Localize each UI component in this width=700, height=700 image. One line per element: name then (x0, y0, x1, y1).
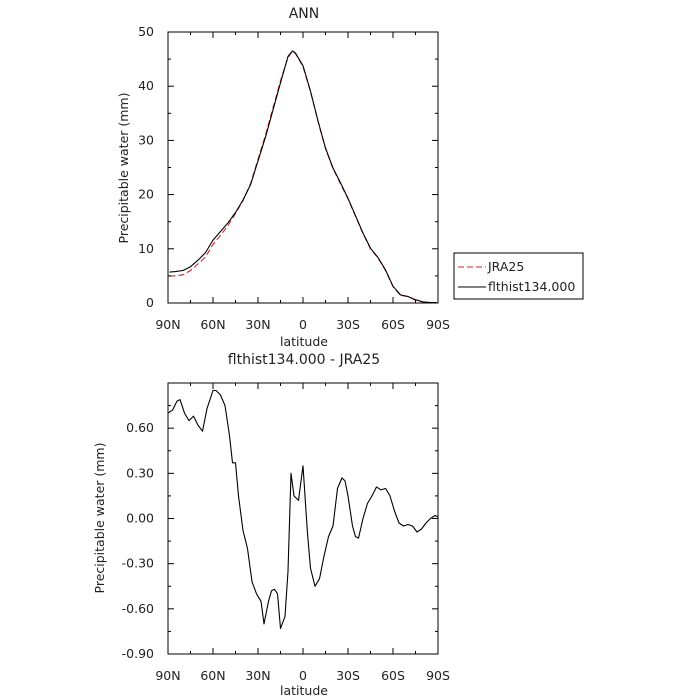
top-chart-plot-frame (167, 31, 439, 304)
bottom-chart-x-axis-title: latitude (280, 683, 328, 698)
bottom-chart-series-layer (167, 389, 439, 629)
top-chart-y-tick-label: 10 (138, 241, 154, 256)
top-chart-series-line-0 (169, 50, 437, 304)
top-chart-x-tick-label: 90S (426, 317, 450, 332)
top-chart-x-tick-label: 60N (200, 317, 225, 332)
legend-box (453, 252, 584, 300)
bottom-chart-y-tick-label: -0.90 (122, 646, 154, 661)
top-chart-y-tick-label: 30 (138, 132, 154, 147)
legend-label-flthist: flthist134.000 (488, 279, 575, 294)
bottom-chart-title: flthist134.000 - JRA25 (228, 352, 380, 368)
top-chart-y-tick-label: 0 (146, 295, 154, 310)
top-chart-x-tick-label: 60S (381, 317, 405, 332)
top-chart-legend: JRA25 flthist134.000 (453, 252, 584, 300)
bottom-chart: flthist134.000 - JRA25 90N 60N 30N 0 30S 60S 9… (92, 352, 450, 698)
bottom-chart-y-tick-label: -0.60 (122, 601, 154, 616)
top-chart-y-tick-label: 40 (138, 78, 154, 93)
top-chart-x-tick-label: 30S (336, 317, 360, 332)
bottom-chart-x-tick-label: 90N (155, 668, 180, 683)
bottom-chart-y-axis-title: Precipitable water (mm) (92, 443, 107, 594)
bottom-chart-series-line-0 (167, 389, 439, 629)
top-chart-x-tick-label: 90N (155, 317, 180, 332)
bottom-chart-x-tick-label: 90S (426, 668, 450, 683)
top-chart-y-axis-title: Precipitable water (mm) (116, 93, 131, 244)
bottom-chart-x-tick-label: 60N (200, 668, 225, 683)
bottom-chart-y-tick-label: 0.00 (126, 511, 154, 526)
top-chart-series-line-1 (169, 50, 437, 304)
bottom-chart-x-tick-label: 30N (245, 668, 270, 683)
top-chart-axes: 90N 60N 30N 0 30S 60S 90S 0 10 20 30 40 50 (138, 24, 450, 332)
bottom-chart-x-tick-label: 30S (336, 668, 360, 683)
top-chart-series-layer (169, 50, 437, 304)
bottom-chart-x-tick-label: 60S (381, 668, 405, 683)
bottom-chart-x-tick-label: 0 (299, 668, 307, 683)
top-chart-x-tick-label: 0 (299, 317, 307, 332)
top-chart: ANN 90N 60N 30N 0 30S 60S 90S 0 10 20 30 40 50 latit… (116, 6, 584, 349)
top-chart-x-tick-label: 30N (245, 317, 270, 332)
bottom-chart-axes: 90N 60N 30N 0 30S 60S 90S -0.90 -0.60 -0.30 0.00 0.… (122, 382, 450, 683)
bottom-chart-y-tick-label: -0.30 (122, 556, 154, 571)
bottom-chart-y-tick-label: 0.30 (126, 465, 154, 480)
top-chart-y-tick-label: 50 (138, 24, 154, 39)
legend-label-jra25: JRA25 (487, 259, 524, 274)
top-chart-y-tick-label: 20 (138, 187, 154, 202)
top-chart-x-axis-title: latitude (280, 334, 328, 349)
top-chart-title: ANN (289, 6, 320, 22)
bottom-chart-y-tick-label: 0.60 (126, 420, 154, 435)
